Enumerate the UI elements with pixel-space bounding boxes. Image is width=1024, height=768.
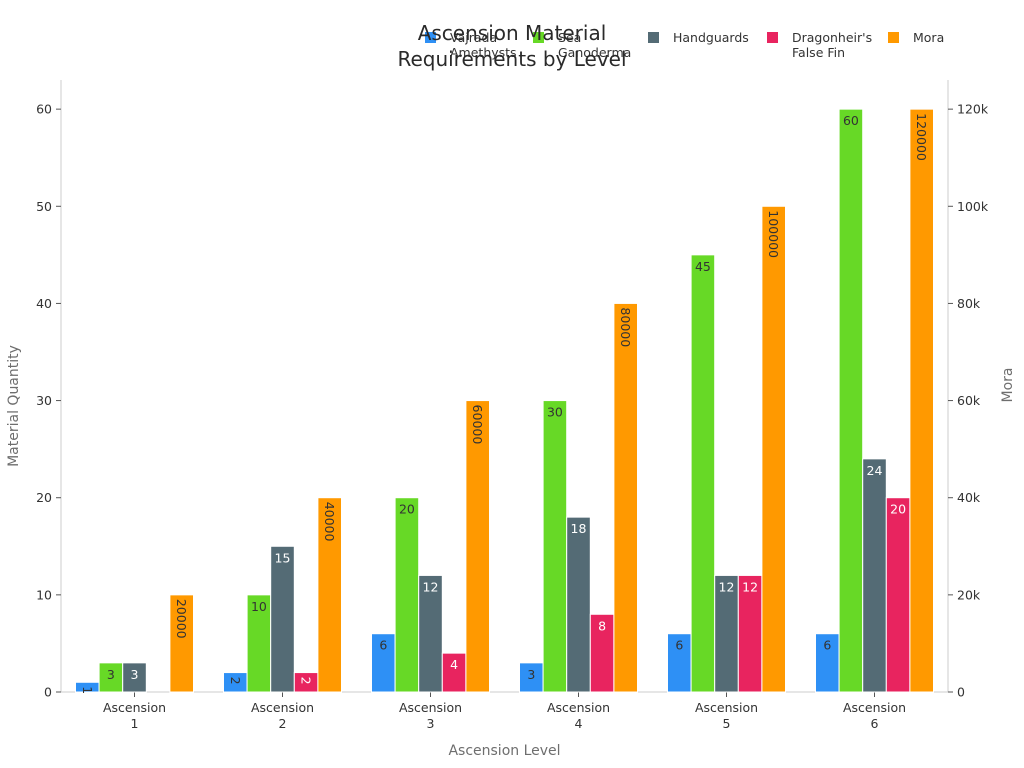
legend-label: Handguards	[673, 30, 749, 45]
bar-value-label: 40000	[322, 502, 337, 542]
bar-value-label: 24	[867, 463, 883, 478]
bar-value-label: 6	[675, 638, 683, 653]
bar-value-label: 1	[80, 686, 95, 694]
y2-tick-label: 80k	[957, 296, 981, 311]
y2-tick-label: 60k	[957, 393, 981, 408]
legend-label: Dragonheir's	[792, 30, 872, 45]
bar	[613, 302, 639, 693]
bar-value-label: 120000	[914, 113, 929, 161]
legend-swatch	[425, 32, 436, 43]
bar-value-label: 10	[251, 599, 267, 614]
bar-value-label: 20	[890, 502, 906, 517]
bar-value-label: 12	[719, 579, 735, 594]
y-tick-label: 40	[36, 296, 52, 311]
legend-label: Vajrada	[450, 30, 497, 45]
bar	[542, 400, 568, 693]
legend-swatch	[648, 32, 659, 43]
bar	[122, 662, 147, 693]
chart-title-line: Ascension Material	[418, 21, 607, 45]
bar-value-label: 18	[571, 521, 587, 536]
bar-value-label: 60	[843, 113, 859, 128]
legend-swatch	[533, 32, 544, 43]
bar	[394, 497, 420, 693]
bar-value-label: 6	[379, 638, 387, 653]
y2-axis-title: Mora	[1000, 368, 1016, 403]
x-tick-label: 1	[131, 716, 139, 731]
y2-tick-label: 40k	[957, 490, 981, 505]
bar-value-label: 45	[695, 259, 711, 274]
bar-value-label: 12	[423, 579, 439, 594]
y-axis-title: Material Quantity	[6, 345, 22, 467]
x-axis-title: Ascension Level	[448, 743, 560, 759]
y-tick-label: 0	[44, 685, 52, 700]
bar	[270, 545, 295, 693]
legend-label: Ganoderma	[558, 45, 631, 60]
bar-value-label: 3	[107, 667, 115, 682]
x-tick-label: Ascension	[695, 700, 758, 715]
y-tick-label: 20	[36, 490, 52, 505]
bar-value-label: 80000	[618, 307, 633, 347]
bar	[761, 205, 787, 693]
bar	[690, 254, 716, 693]
x-tick-label: 6	[871, 716, 879, 731]
bar-value-label: 15	[275, 550, 291, 565]
y2-tick-label: 120k	[957, 102, 989, 117]
x-tick-label: 5	[723, 716, 731, 731]
bar-value-label: 60000	[470, 405, 485, 445]
bar-value-label: 20	[399, 502, 415, 517]
bar-value-label: 20000	[174, 599, 189, 639]
bar	[909, 108, 935, 693]
bar-value-label: 30	[547, 405, 563, 420]
bar-value-label: 2	[228, 677, 243, 685]
x-tick-label: Ascension	[547, 700, 610, 715]
bar-value-label: 3	[131, 667, 139, 682]
bar-value-label: 3	[527, 667, 535, 682]
legend-label: False Fin	[792, 45, 845, 60]
bar	[465, 400, 490, 693]
bar-value-label: 100000	[766, 210, 781, 258]
y2-tick-label: 20k	[957, 587, 981, 602]
bar-value-label: 8	[598, 618, 606, 633]
y-tick-label: 30	[36, 393, 52, 408]
bar-value-label: 4	[450, 657, 458, 672]
legend-label: Mora	[913, 30, 944, 45]
legend-swatch	[888, 32, 899, 43]
legend-label: Amethysts	[450, 45, 517, 60]
bars-layer	[75, 108, 935, 693]
x-tick-label: Ascension	[399, 700, 462, 715]
y-tick-label: 10	[36, 587, 52, 602]
bar-value-label: 2	[299, 677, 314, 685]
x-tick-label: Ascension	[103, 700, 166, 715]
bar	[418, 574, 443, 693]
bar	[169, 594, 194, 693]
bar	[862, 458, 887, 693]
y2-tick-label: 100k	[957, 199, 989, 214]
legend-swatch	[767, 32, 778, 43]
chart-title-line: Requirements by Level	[397, 47, 626, 71]
bar	[566, 516, 591, 693]
legend-label: Sea	[558, 30, 581, 45]
y-tick-label: 60	[36, 102, 52, 117]
bar	[885, 497, 911, 693]
x-tick-label: Ascension	[843, 700, 906, 715]
y2-tick-label: 0	[957, 685, 965, 700]
x-tick-label: Ascension	[251, 700, 314, 715]
y-tick-label: 50	[36, 199, 52, 214]
x-tick-label: 2	[279, 716, 287, 731]
bar	[317, 497, 342, 693]
x-tick-label: 4	[575, 716, 583, 731]
x-tick-label: 3	[427, 716, 435, 731]
bar-labels-layer: 1 3 3 20000 2 10 15 2 40000 6 20 12 4 60000 3 30 18 8 8000…	[80, 113, 929, 694]
axes-layer: 0 10 20 30 40 50 60 0 20k 40k 60k 80k 100k 120k Ascens…	[6, 80, 1016, 759]
bar-value-label: 6	[823, 638, 831, 653]
bar	[838, 108, 864, 693]
bar-value-label: 12	[742, 579, 758, 594]
